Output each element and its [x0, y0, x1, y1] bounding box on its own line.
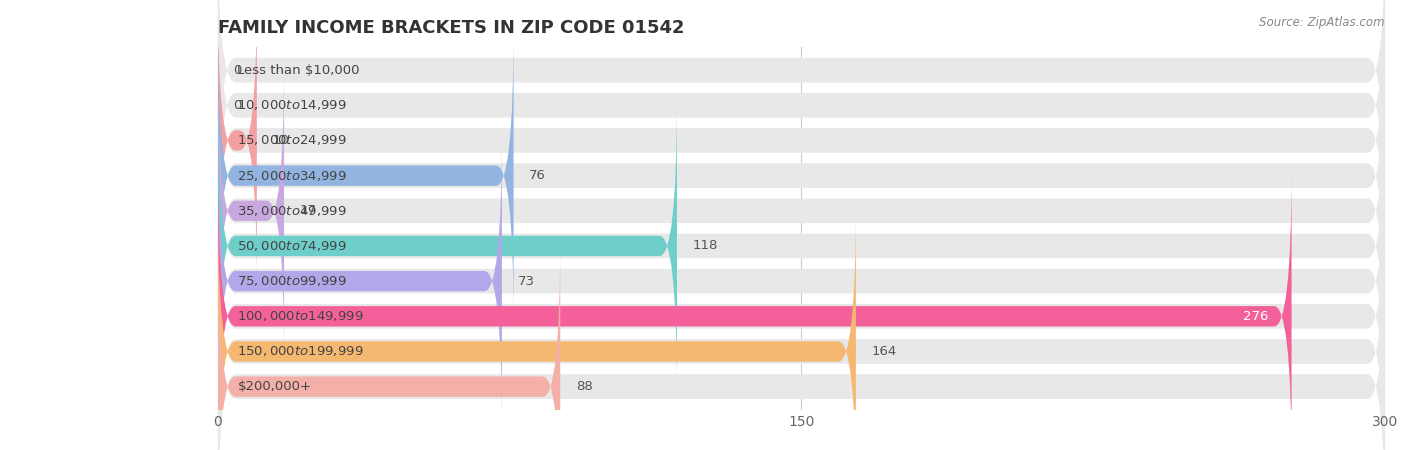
Text: $50,000 to $74,999: $50,000 to $74,999 — [238, 239, 347, 253]
Text: $25,000 to $34,999: $25,000 to $34,999 — [238, 169, 347, 183]
Text: $150,000 to $199,999: $150,000 to $199,999 — [238, 344, 364, 359]
FancyBboxPatch shape — [218, 30, 1385, 322]
Text: Less than $10,000: Less than $10,000 — [238, 63, 360, 76]
Text: 76: 76 — [529, 169, 546, 182]
Text: 0: 0 — [233, 99, 242, 112]
FancyBboxPatch shape — [218, 0, 1385, 251]
FancyBboxPatch shape — [218, 27, 513, 324]
Text: $10,000 to $14,999: $10,000 to $14,999 — [238, 98, 347, 112]
FancyBboxPatch shape — [218, 0, 1385, 216]
Text: 0: 0 — [233, 63, 242, 76]
FancyBboxPatch shape — [218, 168, 1292, 450]
FancyBboxPatch shape — [218, 100, 1385, 392]
FancyBboxPatch shape — [218, 206, 1385, 450]
Text: 164: 164 — [872, 345, 897, 358]
FancyBboxPatch shape — [218, 203, 856, 450]
Text: FAMILY INCOME BRACKETS IN ZIP CODE 01542: FAMILY INCOME BRACKETS IN ZIP CODE 01542 — [218, 19, 685, 37]
FancyBboxPatch shape — [218, 135, 1385, 427]
FancyBboxPatch shape — [218, 0, 1385, 286]
Text: $15,000 to $24,999: $15,000 to $24,999 — [238, 134, 347, 148]
Text: $200,000+: $200,000+ — [238, 380, 311, 393]
Text: 17: 17 — [299, 204, 316, 217]
FancyBboxPatch shape — [218, 241, 1385, 450]
FancyBboxPatch shape — [218, 65, 1385, 357]
FancyBboxPatch shape — [218, 63, 284, 359]
Text: 10: 10 — [273, 134, 290, 147]
FancyBboxPatch shape — [218, 171, 1385, 450]
FancyBboxPatch shape — [218, 238, 560, 450]
Text: $35,000 to $49,999: $35,000 to $49,999 — [238, 204, 347, 218]
FancyBboxPatch shape — [218, 133, 502, 429]
Text: $100,000 to $149,999: $100,000 to $149,999 — [238, 309, 364, 323]
Text: Source: ZipAtlas.com: Source: ZipAtlas.com — [1260, 16, 1385, 29]
FancyBboxPatch shape — [218, 98, 676, 394]
Text: 88: 88 — [576, 380, 592, 393]
Text: 118: 118 — [693, 239, 718, 252]
Text: $75,000 to $99,999: $75,000 to $99,999 — [238, 274, 347, 288]
FancyBboxPatch shape — [218, 0, 257, 288]
Text: 276: 276 — [1243, 310, 1268, 323]
Text: 73: 73 — [517, 274, 534, 288]
